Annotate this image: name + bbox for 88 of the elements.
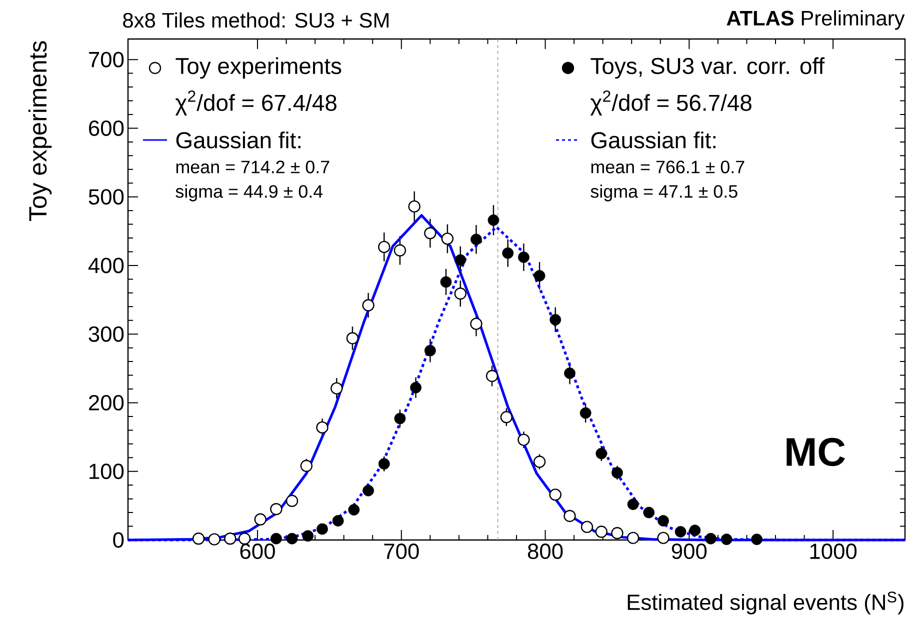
- point: [270, 532, 282, 544]
- annotation: mean = 766.1 ± 0.7: [591, 160, 744, 174]
- point: [316, 523, 328, 535]
- annotation: sigma = 47.1 ± 0.5: [590, 184, 738, 202]
- x-tick-label: 800: [528, 544, 563, 560]
- point: [394, 244, 406, 256]
- point: [500, 411, 513, 424]
- annotation: mean = 714.2 ± 0.7: [176, 160, 330, 174]
- point: [192, 532, 205, 545]
- point: [424, 344, 436, 356]
- point: [643, 506, 655, 518]
- legend-label: Toy experiments: [176, 57, 342, 79]
- point: [596, 448, 608, 460]
- point: [488, 214, 500, 226]
- point: [378, 458, 390, 470]
- annotation: sigma = 44.9 ± 0.4: [176, 184, 323, 202]
- point: [612, 467, 623, 478]
- point: [580, 520, 594, 534]
- legend-label: Gaussian fit:: [176, 132, 300, 148]
- x-tick-label: 900: [672, 544, 707, 560]
- point: [408, 200, 420, 213]
- point: [454, 254, 466, 266]
- point: [518, 252, 530, 263]
- point: [410, 382, 422, 394]
- point: [286, 494, 298, 507]
- point: [658, 515, 669, 526]
- point: [378, 240, 390, 254]
- point: [208, 533, 220, 546]
- point: [394, 412, 406, 424]
- point: [330, 382, 343, 394]
- point: [454, 288, 466, 300]
- point: [441, 232, 454, 245]
- annotation: χ$^{2}$/dof = 67.4/48: [175, 90, 336, 116]
- point: [657, 532, 670, 544]
- y-tick-label: 600: [89, 120, 124, 136]
- y-tick-label: 300: [88, 326, 124, 342]
- x-tick-label: 600: [240, 544, 275, 560]
- point: [705, 532, 716, 544]
- point: [564, 368, 576, 379]
- point: [720, 534, 732, 546]
- x-axis-title: Estimated signal events (N$^{S}$): [628, 592, 904, 614]
- point: [674, 526, 686, 538]
- y-tick-label: 500: [88, 189, 124, 205]
- point: [286, 532, 298, 544]
- annotation: χ$^{2}$/dof = 56.7/48: [590, 90, 752, 116]
- point: [316, 421, 328, 434]
- point: [362, 484, 374, 496]
- point: [254, 513, 266, 526]
- annotation: MC: [786, 438, 845, 466]
- y-tick-label: 200: [89, 394, 124, 410]
- y-tick-label: 700: [89, 52, 124, 68]
- point: [362, 299, 374, 312]
- x-tick-label: 700: [384, 544, 419, 560]
- point: [518, 434, 530, 446]
- point: [595, 526, 608, 538]
- point: [300, 460, 313, 472]
- point: [533, 456, 546, 468]
- point: [549, 488, 562, 501]
- point: [564, 510, 576, 522]
- point: [440, 276, 452, 288]
- y-tick-label: 0: [113, 532, 124, 548]
- y-axis-title: Toy experiments: [28, 41, 52, 221]
- point: [470, 318, 482, 330]
- point: [470, 234, 482, 246]
- point: [689, 524, 701, 536]
- point: [348, 504, 360, 516]
- chart-title: 8x8 Tiles method: SU3 + SM: [123, 12, 388, 28]
- point: [224, 532, 236, 545]
- point: [550, 314, 562, 326]
- point: [626, 532, 640, 544]
- point: [346, 332, 359, 344]
- point: [486, 370, 498, 382]
- point: [332, 515, 344, 526]
- y-tick-label: 400: [88, 258, 124, 274]
- x-tick-label: 1000: [810, 544, 857, 560]
- legend-label: Toys, SU3 var. corr. off: [590, 57, 825, 79]
- text: ATLAS Preliminary: [726, 10, 905, 30]
- y-tick-label: 100: [90, 464, 124, 480]
- legend-label: Gaussian fit:: [591, 132, 716, 148]
- point: [580, 407, 592, 419]
- point: [302, 530, 314, 542]
- point: [424, 227, 436, 240]
- point: [751, 534, 762, 546]
- point: [627, 498, 639, 510]
- point: [611, 527, 624, 540]
- point: [270, 503, 282, 516]
- point: [502, 247, 514, 259]
- point: [534, 270, 546, 282]
